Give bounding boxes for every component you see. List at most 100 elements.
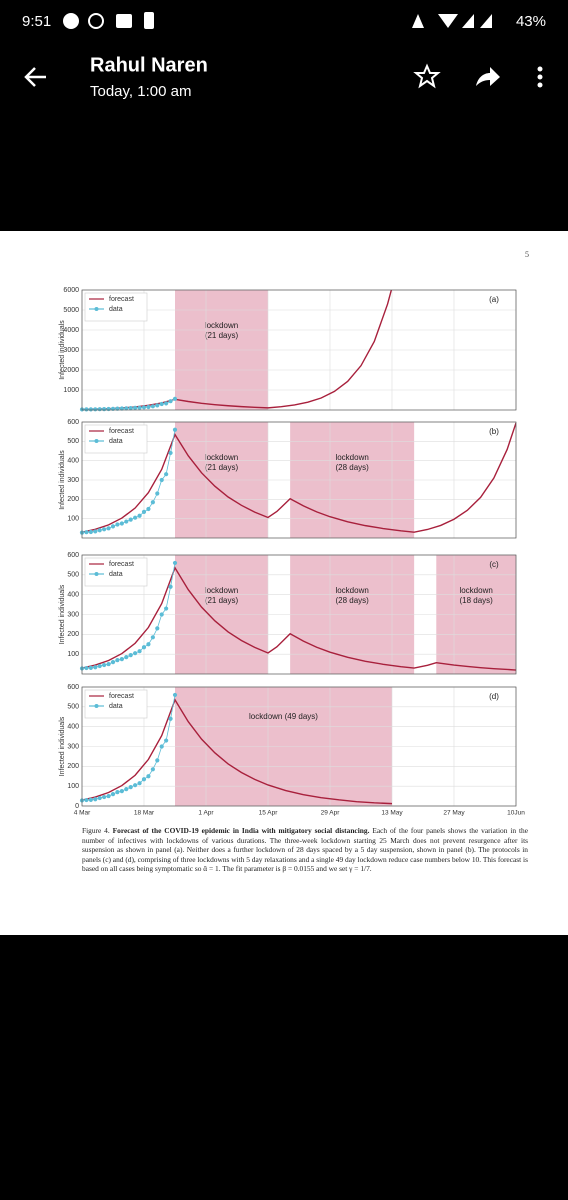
y-axis-label: Infected individuals bbox=[59, 716, 66, 776]
plot-frame bbox=[81, 554, 517, 675]
data-point bbox=[84, 530, 89, 535]
y-tick-label: 100 bbox=[67, 783, 79, 790]
y-tick-label: 200 bbox=[67, 631, 79, 638]
lockdown-label: lockdown bbox=[205, 586, 238, 595]
forward-button[interactable] bbox=[476, 67, 500, 86]
data-point bbox=[88, 529, 93, 535]
data-point bbox=[141, 509, 147, 514]
y-tick-label: 500 bbox=[67, 704, 79, 711]
status-time: 9:51 bbox=[22, 13, 51, 30]
data-point bbox=[115, 790, 120, 795]
y-axis-label: Infected individuals bbox=[59, 320, 66, 380]
legend-label: forecast bbox=[109, 693, 134, 700]
data-point bbox=[168, 399, 173, 404]
data-point bbox=[133, 783, 138, 788]
data-point bbox=[155, 403, 160, 408]
y-tick-label: 3000 bbox=[63, 347, 79, 354]
plot-frame bbox=[81, 421, 517, 539]
y-tick-label: 500 bbox=[67, 572, 79, 579]
data-point bbox=[133, 515, 138, 520]
data-point bbox=[128, 517, 133, 522]
x-tick-label: 27 May bbox=[443, 810, 465, 817]
data-point bbox=[164, 472, 169, 477]
data-point bbox=[102, 794, 107, 800]
y-tick-label: 300 bbox=[67, 743, 79, 750]
data-point bbox=[146, 774, 151, 779]
legend-label: forecast bbox=[109, 428, 134, 435]
data-line bbox=[82, 694, 176, 801]
caption-label: Figure 4. bbox=[82, 826, 110, 835]
data-point bbox=[97, 407, 102, 412]
data-line bbox=[82, 429, 176, 533]
legend-box bbox=[84, 292, 148, 322]
data-point bbox=[124, 655, 129, 660]
status-battery: 43% bbox=[516, 13, 546, 30]
data-point bbox=[141, 777, 147, 782]
y-tick-label: 600 bbox=[67, 684, 79, 691]
data-point bbox=[172, 560, 178, 566]
star-button[interactable] bbox=[413, 63, 441, 89]
legend-dot bbox=[94, 704, 99, 708]
data-point bbox=[110, 524, 116, 529]
data-point bbox=[97, 795, 102, 801]
lockdown-duration: (21 days) bbox=[205, 331, 239, 340]
x-tick-label: 4 Mar bbox=[74, 810, 91, 817]
data-point bbox=[137, 405, 142, 410]
legend-box bbox=[84, 557, 148, 587]
data-point bbox=[106, 526, 111, 531]
y-tick-label: 400 bbox=[67, 458, 79, 465]
data-point bbox=[119, 521, 124, 526]
data-point bbox=[102, 407, 107, 412]
more-button[interactable] bbox=[537, 66, 543, 88]
y-tick-label: 0 bbox=[75, 803, 79, 810]
data-point bbox=[84, 407, 89, 412]
data-point bbox=[150, 635, 155, 640]
data-point bbox=[106, 406, 111, 412]
y-tick-label: 6000 bbox=[63, 287, 79, 294]
legend-dot bbox=[94, 439, 99, 443]
legend-label: forecast bbox=[109, 296, 134, 303]
data-point bbox=[88, 665, 93, 670]
y-tick-label: 400 bbox=[67, 592, 79, 599]
x-tick-label: 29 Apr bbox=[321, 810, 341, 817]
legend-dot bbox=[94, 572, 99, 576]
y-tick-label: 300 bbox=[67, 611, 79, 618]
forecast-line bbox=[82, 422, 516, 533]
caption-text: Each of the four panels shows the variat… bbox=[82, 826, 528, 874]
data-point bbox=[150, 500, 155, 505]
data-point bbox=[88, 797, 93, 802]
data-point bbox=[150, 404, 155, 409]
data-point bbox=[110, 660, 116, 665]
data-point bbox=[172, 427, 178, 432]
message-time: Today, 1:00 am bbox=[90, 83, 191, 100]
chart-panel: lockdown(21 days)lockdown(28 days)lockdo… bbox=[59, 552, 517, 675]
panel-label: (d) bbox=[489, 692, 499, 701]
x-tick-label: 15 Apr bbox=[259, 810, 279, 817]
data-point bbox=[159, 401, 164, 407]
data-point bbox=[159, 744, 164, 749]
caption-title: Forecast of the COVID-19 epidemic in Ind… bbox=[112, 826, 370, 835]
data-point bbox=[141, 405, 147, 410]
data-point bbox=[115, 522, 120, 527]
data-point bbox=[124, 787, 129, 792]
y-tick-label: 100 bbox=[67, 516, 79, 523]
legend-label: forecast bbox=[109, 561, 134, 568]
status-right-icons bbox=[412, 14, 492, 28]
data-point bbox=[128, 653, 133, 658]
data-point bbox=[137, 781, 142, 786]
y-tick-label: 2000 bbox=[63, 367, 79, 374]
data-point bbox=[172, 396, 178, 401]
legend-box bbox=[84, 424, 148, 454]
legend-dot bbox=[94, 307, 99, 311]
lockdown-duration: (21 days) bbox=[205, 463, 239, 472]
data-point bbox=[128, 785, 133, 790]
panel-label: (b) bbox=[489, 427, 499, 436]
lockdown-label: lockdown bbox=[205, 321, 238, 330]
chart-panel: lockdown(21 days)lockdown(28 days)100200… bbox=[59, 419, 517, 539]
data-point bbox=[106, 661, 111, 667]
y-tick-label: 200 bbox=[67, 763, 79, 770]
back-button[interactable] bbox=[24, 67, 46, 87]
legend-label: data bbox=[109, 306, 123, 313]
data-point bbox=[168, 450, 173, 456]
